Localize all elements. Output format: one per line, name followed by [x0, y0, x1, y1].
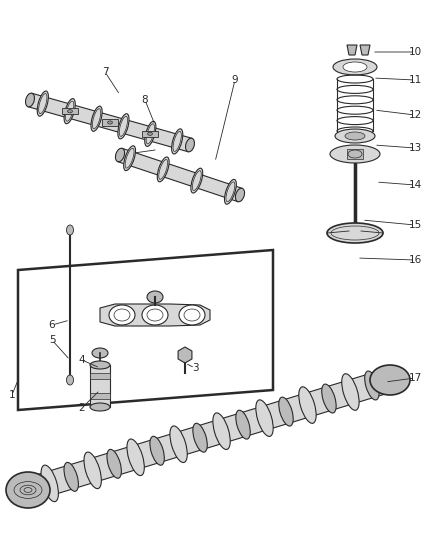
Ellipse shape	[25, 93, 35, 107]
Ellipse shape	[67, 110, 72, 113]
Ellipse shape	[145, 122, 156, 147]
Text: 4: 4	[79, 355, 85, 365]
Text: 13: 13	[408, 143, 422, 153]
Ellipse shape	[64, 463, 78, 491]
Ellipse shape	[172, 129, 183, 154]
Ellipse shape	[348, 150, 362, 158]
Ellipse shape	[330, 145, 380, 163]
Ellipse shape	[150, 437, 164, 465]
Text: 12: 12	[408, 110, 422, 120]
Text: 5: 5	[49, 335, 55, 345]
Polygon shape	[360, 45, 370, 55]
Bar	[90, 393, 110, 399]
Text: 10: 10	[409, 47, 421, 57]
Ellipse shape	[236, 410, 250, 439]
Ellipse shape	[170, 426, 187, 463]
Text: 7: 7	[102, 67, 108, 77]
Ellipse shape	[114, 309, 130, 321]
Polygon shape	[100, 304, 210, 326]
Bar	[347, 149, 363, 159]
Ellipse shape	[193, 423, 207, 452]
Ellipse shape	[213, 413, 230, 449]
Ellipse shape	[6, 472, 50, 508]
Ellipse shape	[142, 305, 168, 325]
Ellipse shape	[327, 223, 383, 243]
Bar	[142, 131, 158, 137]
Ellipse shape	[67, 225, 74, 235]
Ellipse shape	[148, 132, 152, 135]
Bar	[102, 119, 118, 126]
Text: 8: 8	[141, 95, 148, 105]
Text: 17: 17	[408, 373, 422, 383]
Ellipse shape	[124, 146, 135, 171]
Text: 9: 9	[232, 75, 238, 85]
Text: 1: 1	[9, 390, 15, 400]
Text: 6: 6	[49, 320, 55, 330]
Ellipse shape	[90, 403, 110, 411]
Ellipse shape	[127, 439, 144, 475]
Ellipse shape	[335, 129, 375, 143]
Text: 3: 3	[192, 363, 198, 373]
Ellipse shape	[118, 114, 129, 139]
Ellipse shape	[41, 465, 58, 502]
Text: 16: 16	[408, 255, 422, 265]
Bar	[90, 373, 110, 379]
Ellipse shape	[90, 361, 110, 369]
Ellipse shape	[147, 309, 163, 321]
Bar	[62, 108, 78, 115]
Text: 14: 14	[408, 180, 422, 190]
Ellipse shape	[256, 400, 273, 437]
Polygon shape	[178, 347, 192, 363]
Polygon shape	[347, 45, 357, 55]
Ellipse shape	[343, 62, 367, 72]
Polygon shape	[25, 368, 393, 502]
Ellipse shape	[333, 59, 377, 75]
Ellipse shape	[331, 226, 379, 240]
Ellipse shape	[191, 168, 203, 193]
Ellipse shape	[279, 397, 293, 426]
Text: 15: 15	[408, 220, 422, 230]
Ellipse shape	[345, 132, 365, 140]
Ellipse shape	[109, 305, 135, 325]
Ellipse shape	[116, 148, 124, 162]
Ellipse shape	[157, 157, 169, 182]
Ellipse shape	[37, 91, 48, 116]
Ellipse shape	[236, 188, 244, 202]
Ellipse shape	[342, 374, 359, 410]
Ellipse shape	[107, 449, 121, 478]
Ellipse shape	[64, 99, 75, 124]
Text: 11: 11	[408, 75, 422, 85]
Ellipse shape	[299, 387, 316, 423]
Ellipse shape	[186, 138, 194, 152]
Ellipse shape	[184, 309, 200, 321]
Ellipse shape	[108, 121, 113, 124]
Polygon shape	[28, 93, 192, 152]
Ellipse shape	[91, 106, 102, 131]
Bar	[90, 365, 110, 407]
Text: 2: 2	[79, 403, 85, 413]
Ellipse shape	[322, 384, 336, 413]
Ellipse shape	[370, 365, 410, 395]
Ellipse shape	[92, 348, 108, 358]
Ellipse shape	[179, 305, 205, 325]
Ellipse shape	[224, 180, 237, 204]
Ellipse shape	[365, 371, 379, 400]
Ellipse shape	[147, 291, 163, 303]
Polygon shape	[118, 148, 242, 201]
Ellipse shape	[84, 452, 101, 489]
Ellipse shape	[67, 375, 74, 385]
